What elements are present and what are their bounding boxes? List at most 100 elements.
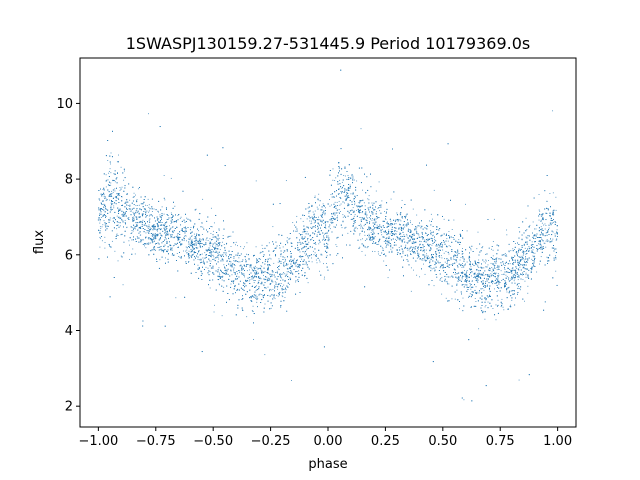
data-point <box>284 261 286 263</box>
data-point <box>253 276 255 278</box>
data-point <box>222 259 224 261</box>
data-point <box>191 236 193 237</box>
data-point <box>485 281 487 283</box>
data-point <box>360 128 362 130</box>
data-point <box>336 254 338 256</box>
data-point <box>514 243 516 244</box>
data-point <box>114 181 116 183</box>
data-point <box>197 264 199 266</box>
data-point <box>462 263 463 265</box>
data-point <box>302 220 304 222</box>
data-point <box>147 198 149 200</box>
data-point <box>420 241 422 243</box>
data-point <box>501 274 503 275</box>
data-point <box>413 269 414 271</box>
data-point <box>328 199 330 200</box>
data-point <box>434 261 436 263</box>
data-point <box>154 228 156 230</box>
data-point <box>288 272 290 273</box>
data-point <box>354 214 356 216</box>
data-point <box>545 246 547 248</box>
data-point <box>521 246 523 248</box>
data-point <box>345 226 347 228</box>
data-point <box>461 267 463 268</box>
data-point <box>390 220 392 222</box>
data-point <box>474 298 476 299</box>
data-point <box>113 205 115 207</box>
data-point <box>117 224 119 226</box>
data-point <box>301 234 303 236</box>
data-point <box>495 304 497 306</box>
data-point <box>475 301 477 302</box>
data-point <box>424 240 426 242</box>
data-point <box>231 264 233 266</box>
data-point <box>135 210 137 212</box>
data-point <box>518 285 520 287</box>
data-point <box>317 199 319 201</box>
data-point <box>497 268 499 270</box>
data-point <box>525 236 527 238</box>
data-point <box>371 233 373 235</box>
data-point <box>154 235 156 237</box>
data-point <box>201 222 203 224</box>
data-point <box>147 228 149 229</box>
data-point <box>552 231 554 233</box>
data-point <box>292 222 294 224</box>
data-point <box>491 248 492 250</box>
data-point <box>438 249 440 251</box>
data-point <box>286 268 288 269</box>
data-point <box>104 242 106 243</box>
data-point <box>170 223 172 224</box>
data-point <box>126 226 128 228</box>
data-point <box>514 269 515 271</box>
data-point <box>430 230 432 232</box>
data-point <box>286 249 288 251</box>
data-point <box>225 269 227 271</box>
data-point <box>356 180 358 182</box>
data-point <box>153 225 154 227</box>
data-point <box>131 232 133 234</box>
data-point <box>317 222 319 224</box>
data-point <box>498 274 500 276</box>
data-point <box>428 257 430 259</box>
data-point <box>405 214 407 216</box>
data-point <box>260 277 261 279</box>
data-point <box>535 238 537 240</box>
data-point <box>410 290 412 292</box>
data-point <box>200 246 202 248</box>
data-point <box>540 219 542 221</box>
data-point <box>368 233 370 235</box>
data-point <box>364 240 366 241</box>
data-point <box>226 270 228 272</box>
data-point <box>217 235 219 237</box>
data-point <box>548 227 550 229</box>
data-point <box>441 277 443 279</box>
data-point <box>387 277 389 279</box>
data-point <box>447 264 449 266</box>
data-point <box>161 206 163 208</box>
data-point <box>556 239 558 241</box>
data-point <box>324 214 326 216</box>
data-point <box>171 235 173 237</box>
data-point <box>230 246 232 247</box>
data-point <box>387 225 389 227</box>
data-point <box>396 212 398 214</box>
data-point <box>492 249 494 251</box>
data-point <box>345 216 347 218</box>
data-point <box>476 281 478 283</box>
data-point <box>280 255 282 257</box>
data-point <box>305 230 306 232</box>
data-point <box>462 297 464 299</box>
data-point <box>218 279 220 281</box>
data-point <box>314 252 316 254</box>
data-point <box>284 273 286 275</box>
data-point <box>179 217 181 219</box>
data-point <box>138 212 140 214</box>
data-point <box>338 212 340 214</box>
data-point <box>444 258 446 260</box>
data-point <box>176 253 178 254</box>
data-point <box>208 260 210 262</box>
data-point <box>358 212 360 213</box>
data-point <box>532 246 533 248</box>
data-point <box>469 283 471 284</box>
